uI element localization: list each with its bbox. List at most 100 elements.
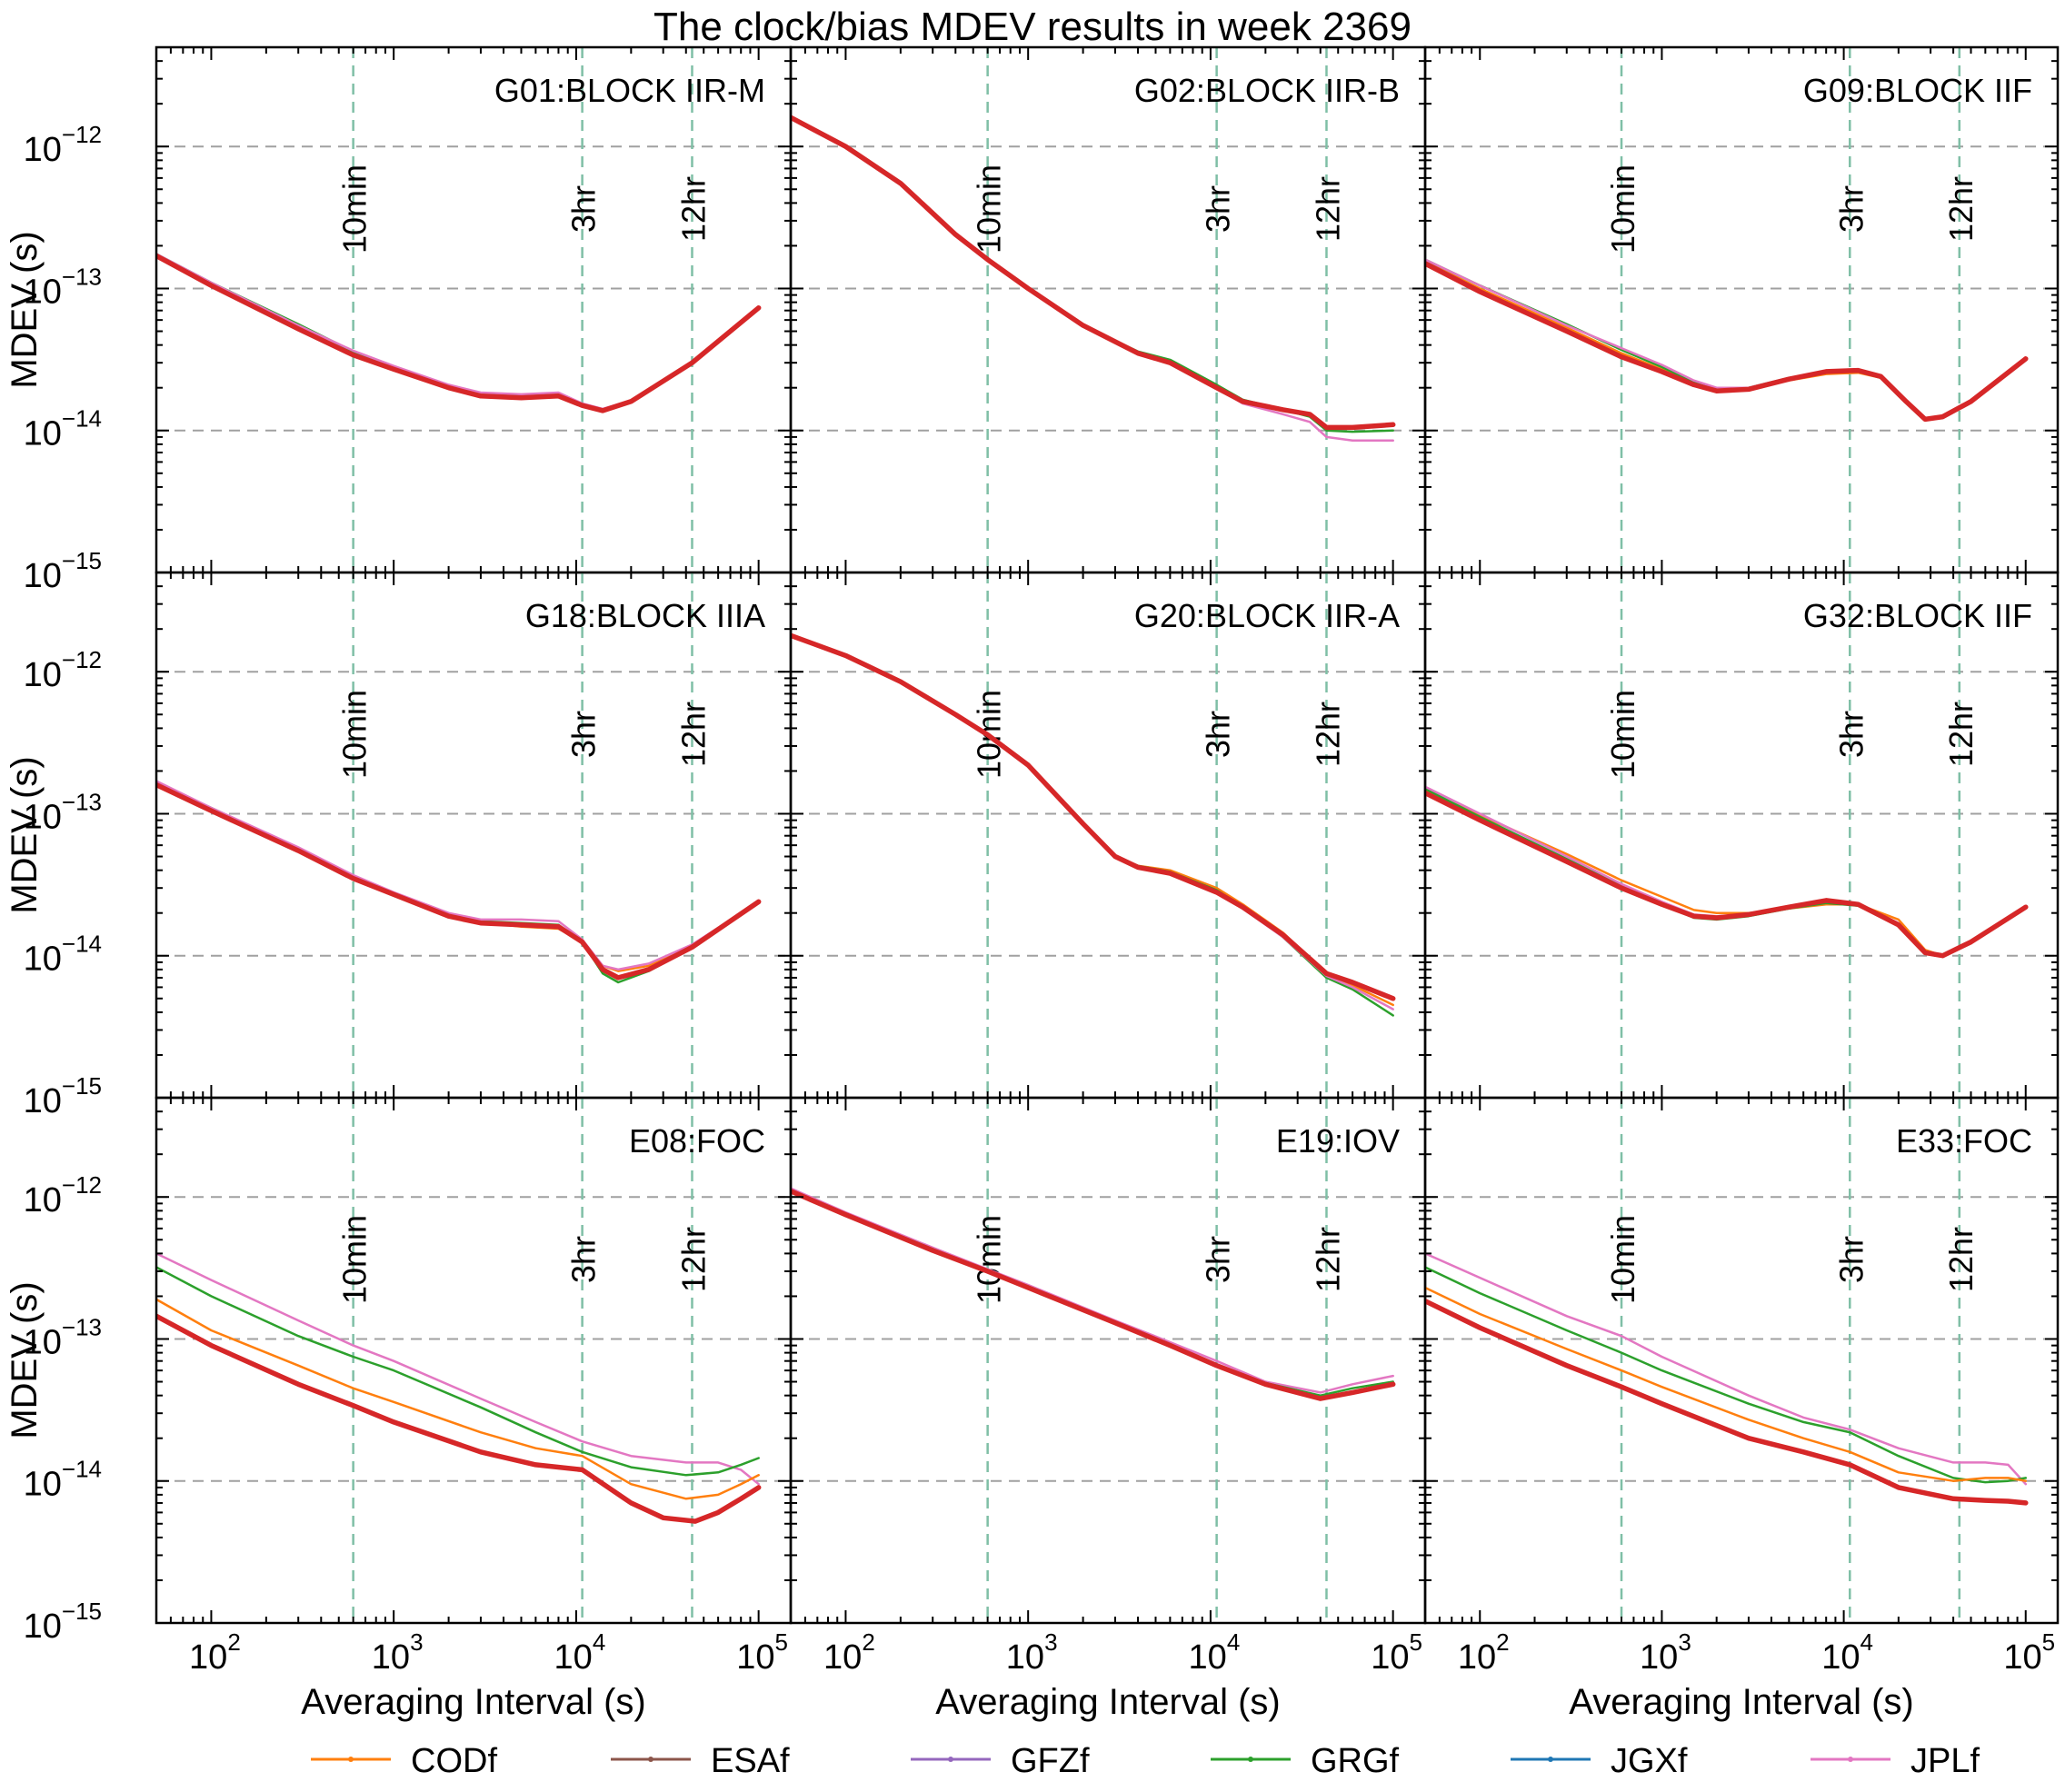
y-tick-label: 10−13 — [24, 1313, 102, 1361]
panel-label: G01:BLOCK IIR-M — [494, 72, 765, 109]
panel-label: G09:BLOCK IIF — [1803, 72, 2032, 109]
y-tick-label: 10−15 — [24, 547, 102, 595]
figure-title: The clock/bias MDEV results in week 2369 — [653, 5, 1412, 49]
panel-frame — [789, 45, 1427, 574]
x-tick-label: 105 — [736, 1628, 788, 1677]
panel-e08: 10min 3hr 12hr E08:FOC — [155, 1096, 793, 1625]
panel-g18: 10min 3hr 12hr G18:BLOCK IIIA — [155, 571, 793, 1100]
series-line-jplf — [156, 253, 760, 411]
panel-frame — [155, 1096, 793, 1625]
marker-label-3hr: 3hr — [1832, 711, 1870, 758]
panel-label: G32:BLOCK IIF — [1803, 597, 2032, 634]
marker-label-3hr: 3hr — [1832, 185, 1870, 233]
legend-label-esaf: ESAf — [711, 1742, 790, 1780]
panel-frame — [1423, 1096, 2060, 1625]
series-line-wccf — [791, 114, 1396, 431]
y-tick-label: 10−13 — [24, 788, 102, 836]
series-line-grgf — [791, 116, 1394, 433]
panel-frame — [155, 45, 793, 574]
series-line-jplf — [1425, 258, 2028, 421]
marker-label-12hr: 12hr — [1942, 1227, 1980, 1292]
marker-label-10min: 10min — [336, 164, 374, 254]
marker-label-3hr: 3hr — [565, 185, 603, 233]
series-line-grgf — [1425, 1266, 2028, 1484]
legend-label-gfzf: GFZf — [1011, 1742, 1090, 1780]
series-line-grgf — [156, 1266, 760, 1477]
marker-label-10min: 10min — [971, 164, 1008, 254]
series-line-jplf — [1425, 1252, 2028, 1486]
marker-label-12hr: 12hr — [674, 176, 712, 242]
series-line-wccf — [156, 782, 762, 981]
x-tick-label: 105 — [2003, 1628, 2055, 1677]
y-tick-label: 10−15 — [24, 1598, 102, 1646]
x-axis-label: Averaging Interval (s) — [1569, 1682, 1913, 1722]
panel-frame — [155, 571, 793, 1100]
marker-label-10min: 10min — [1604, 1215, 1641, 1304]
axes-labels: 10−12 10−13 10−14 10−15 MDEV (s) 10−12 10−13 10… — [5, 121, 2055, 1722]
legend-label-grgf: GRGf — [1311, 1742, 1400, 1780]
series-line-codf — [156, 1298, 760, 1500]
panel-label: E33:FOC — [1896, 1122, 2032, 1160]
y-tick-label: 10−12 — [24, 646, 102, 694]
x-tick-label: 102 — [1458, 1628, 1510, 1677]
y-tick-label: 10−12 — [24, 1171, 102, 1220]
y-axis-label: MDEV (s) — [5, 1281, 45, 1439]
panel-g02: 10min 3hr 12hr G02:BLOCK IIR-B — [789, 45, 1427, 574]
series-line-grgf — [156, 782, 760, 984]
marker-label-3hr: 3hr — [1200, 185, 1237, 233]
panel-g01: 10min 3hr 12hr G01:BLOCK IIR-M — [155, 45, 793, 574]
series-line-grgf — [791, 1190, 1394, 1397]
y-tick-label: 10−15 — [24, 1072, 102, 1120]
marker-label-10min: 10min — [971, 1215, 1008, 1304]
x-tick-label: 102 — [823, 1628, 875, 1677]
x-tick-label: 102 — [189, 1628, 241, 1677]
panel-g09: 10min 3hr 12hr G09:BLOCK IIF — [1423, 45, 2060, 574]
panel-frame — [789, 571, 1427, 1100]
x-tick-label: 105 — [1371, 1628, 1422, 1677]
marker-label-12hr: 12hr — [1942, 176, 1980, 242]
y-tick-label: 10−13 — [24, 263, 102, 311]
marker-label-10min: 10min — [336, 1215, 374, 1304]
series-line-wccf — [1425, 261, 2029, 423]
panel-label: E08:FOC — [629, 1122, 765, 1160]
marker-label-10min: 10min — [1604, 164, 1641, 254]
y-axis-label: MDEV (s) — [5, 231, 45, 388]
series-line-grgf — [791, 634, 1394, 1017]
series-line-wccf — [156, 1313, 762, 1524]
marker-label-12hr: 12hr — [674, 1227, 712, 1292]
x-tick-label: 103 — [1640, 1628, 1691, 1677]
series-line-codf — [1425, 1286, 2028, 1482]
panel-frame — [789, 1096, 1427, 1625]
series-line-codf — [1425, 260, 2028, 421]
panel-e19: 10min 3hr 12hr E19:IOV — [789, 1096, 1427, 1625]
series-line-wccf — [1425, 1298, 2029, 1506]
marker-label-3hr: 3hr — [1832, 1236, 1870, 1283]
series-line-jplf — [791, 116, 1394, 443]
x-tick-label: 104 — [1189, 1628, 1241, 1677]
legend-label-jplf: JPLf — [1910, 1742, 1980, 1780]
panel-g32: 10min 3hr 12hr G32:BLOCK IIF — [1423, 571, 2060, 1100]
marker-label-12hr: 12hr — [674, 702, 712, 767]
panel-label: G20:BLOCK IIR-A — [1134, 597, 1400, 634]
panel-label: E19:IOV — [1276, 1122, 1400, 1160]
y-tick-label: 10−14 — [24, 405, 102, 453]
x-tick-label: 103 — [1006, 1628, 1058, 1677]
marker-label-10min: 10min — [336, 690, 374, 779]
marker-label-12hr: 12hr — [1309, 1227, 1346, 1292]
legend-label-jgxf: JGXf — [1611, 1742, 1688, 1780]
series-line-jplf — [156, 1252, 760, 1486]
marker-label-3hr: 3hr — [1200, 1236, 1237, 1283]
x-tick-label: 104 — [554, 1628, 606, 1677]
series-line-codf — [1425, 790, 2028, 957]
marker-label-12hr: 12hr — [1942, 702, 1980, 767]
panel-label: G18:BLOCK IIIA — [525, 597, 765, 634]
panel-e33: 10min 3hr 12hr E33:FOC — [1423, 1096, 2060, 1625]
y-tick-label: 10−12 — [24, 121, 102, 169]
series-line-grgf — [1425, 258, 2028, 421]
y-tick-label: 10−14 — [24, 1456, 102, 1504]
series-line-jplf — [156, 780, 760, 971]
series-line-jplf — [1425, 785, 2028, 957]
marker-label-3hr: 3hr — [565, 1236, 603, 1283]
marker-label-3hr: 3hr — [1200, 711, 1237, 758]
